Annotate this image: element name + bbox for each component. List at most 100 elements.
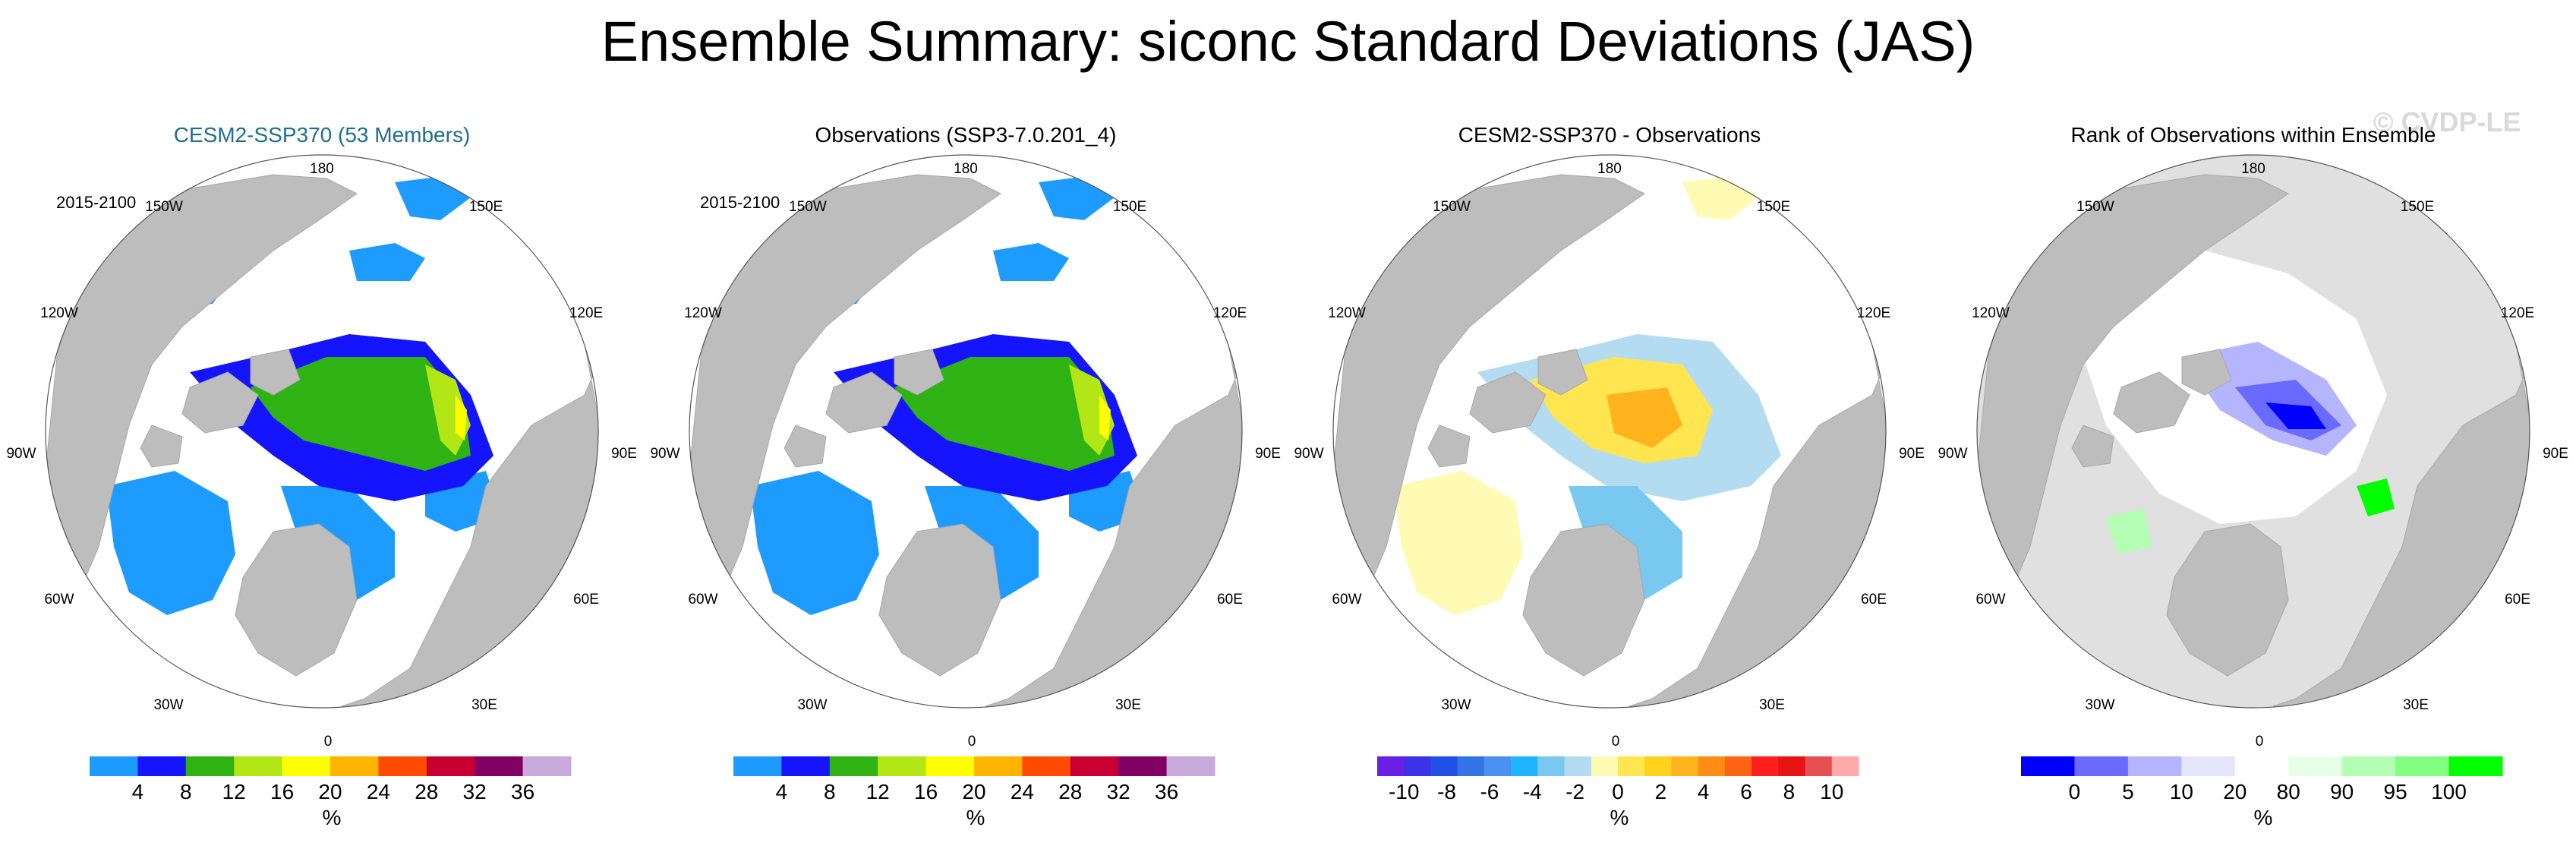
colorbar-unit-label: %: [1610, 806, 1629, 829]
longitude-label: 180: [2241, 161, 2265, 177]
land-mass: [985, 170, 1242, 708]
longitude-label: 120W: [40, 305, 78, 321]
colorbar-swatch: [2181, 756, 2236, 776]
longitude-label: 90W: [650, 446, 679, 462]
longitude-label: 60E: [573, 592, 599, 608]
colorbar-tick-label: 20: [2223, 780, 2247, 803]
period-label: 2015-2100: [56, 193, 137, 212]
colorbar-tick-label: 95: [2384, 780, 2407, 803]
colorbar-tick-label: 10: [1820, 780, 1843, 803]
land-mass: [250, 349, 301, 396]
colorbar-tick-label: 0: [1612, 780, 1624, 803]
longitude-label: 180: [310, 161, 334, 177]
colorbar-tick-label: 16: [270, 780, 294, 803]
longitude-label: 0: [968, 734, 976, 750]
colorbar-swatch: [378, 756, 427, 776]
colorbar-unit-label: %: [2254, 806, 2273, 829]
panel-difference: CESM2-SSP370 - Observations 180 150W 150E 1…: [1288, 114, 1931, 843]
colorbar-tick-label: -10: [1389, 780, 1419, 803]
colorbar-swatch: [829, 756, 878, 776]
colorbar: -10 -8 -6 -4 -2 0 2 4 6 8 10%: [1377, 756, 1859, 829]
land-mass: [2113, 371, 2190, 434]
colorbar-swatch: [1430, 756, 1458, 776]
longitude-label: 30E: [471, 697, 497, 713]
colorbar-tick-label: 32: [1107, 780, 1130, 803]
longitude-label: 0: [324, 734, 333, 750]
land-mass: [1427, 425, 1471, 468]
land-mass: [235, 523, 358, 677]
colorbar-tick-label: 8: [180, 780, 192, 803]
main-title: Ensemble Summary: siconc Standard Deviat…: [601, 10, 1975, 73]
land-mass: [2071, 425, 2114, 468]
colorbar-swatch: [234, 756, 283, 776]
colorbar: 4 8 12 16 20 24 28 32 36%: [90, 756, 572, 829]
colorbar-tick-label: 12: [222, 780, 246, 803]
colorbar-swatch: [2021, 756, 2075, 776]
colorbar-swatch: [733, 756, 782, 776]
colorbar-swatch: [878, 756, 927, 776]
land-mass: [1522, 523, 1645, 677]
land-mass: [784, 425, 827, 468]
colorbar-swatch: [2448, 756, 2503, 776]
colorbar-swatch: [426, 756, 475, 776]
colorbar-swatch: [1166, 756, 1215, 776]
colorbar-swatch: [1022, 756, 1071, 776]
polar-map: 180 150W 150E 120W 120E 90W 90E 60W 60E 30W 30E 0 4 8…: [650, 154, 1281, 829]
colorbar-tick-label: 4: [132, 780, 144, 803]
colorbar-tick-label: -6: [1480, 780, 1499, 803]
longitude-label: 180: [954, 161, 978, 177]
colorbar-tick-label: 90: [2330, 780, 2354, 803]
colorbar-swatch: [1377, 756, 1405, 776]
ice-region-hudson: [106, 471, 235, 615]
colorbar-tick-label: 36: [511, 780, 534, 803]
land-mass: [1469, 371, 1547, 434]
longitude-label: 120E: [1213, 305, 1247, 321]
period-label: 2015-2100: [700, 193, 780, 212]
ice-region-chukchi: [349, 243, 425, 281]
longitude-label: 60E: [2505, 592, 2530, 608]
colorbar-swatch: [2395, 756, 2450, 776]
land-mass: [341, 170, 598, 708]
colorbar-tick-label: 8: [1783, 780, 1796, 803]
colorbar-swatch: [522, 756, 572, 776]
colorbar-tick-label: 5: [2122, 780, 2134, 803]
land-mass: [2272, 170, 2530, 708]
ice-region-central: [251, 357, 471, 471]
colorbar-swatch: [282, 756, 331, 776]
colorbar-swatch: [1671, 756, 1699, 776]
diff-region-core: [1606, 387, 1682, 448]
longitude-label: 150W: [1433, 199, 1471, 215]
ice-region-central: [894, 357, 1115, 471]
longitude-label: 60W: [688, 592, 717, 608]
panel-title: CESM2-SSP370 - Observations: [1458, 123, 1761, 147]
longitude-label: 90W: [1294, 446, 1323, 462]
polar-map: 180 150W 150E 120W 120E 90W 90E 60W 60E 30W 30E 0 4 8…: [6, 154, 637, 829]
colorbar-tick-label: 8: [824, 780, 836, 803]
colorbar-swatch: [1644, 756, 1672, 776]
ice-region-edge-high: [456, 395, 467, 440]
colorbar-tick-label: -2: [1565, 780, 1584, 803]
panel-title: Observations (SSP3-7.0.201_4): [815, 123, 1117, 147]
panel-title: Rank of Observations within Ensemble: [2070, 123, 2436, 147]
ice-region-hudson: [750, 471, 879, 615]
land-mass: [181, 371, 259, 434]
panel-title: CESM2-SSP370 (53 Members): [173, 123, 471, 147]
ice-region-edge-high: [1099, 395, 1111, 440]
longitude-label: 120W: [684, 305, 722, 321]
diff-region-hudson: [1394, 471, 1523, 615]
rank-region-green-east: [2357, 478, 2395, 516]
longitude-label: 90W: [1938, 446, 1967, 462]
land-mass: [894, 349, 944, 396]
map-contents: [1978, 170, 2530, 708]
watermark: © CVDP-LE: [2373, 106, 2521, 137]
colorbar-tick-label: -8: [1437, 780, 1456, 803]
colorbar-swatch: [1564, 756, 1592, 776]
longitude-label: 60W: [1332, 592, 1361, 608]
longitude-label: 150E: [469, 199, 503, 215]
longitude-label: 90E: [2543, 446, 2568, 462]
map-contents: [689, 170, 1242, 708]
colorbar-tick-label: 2: [1655, 780, 1667, 803]
colorbar-swatch: [1483, 756, 1512, 776]
map-border: [1976, 154, 2530, 709]
